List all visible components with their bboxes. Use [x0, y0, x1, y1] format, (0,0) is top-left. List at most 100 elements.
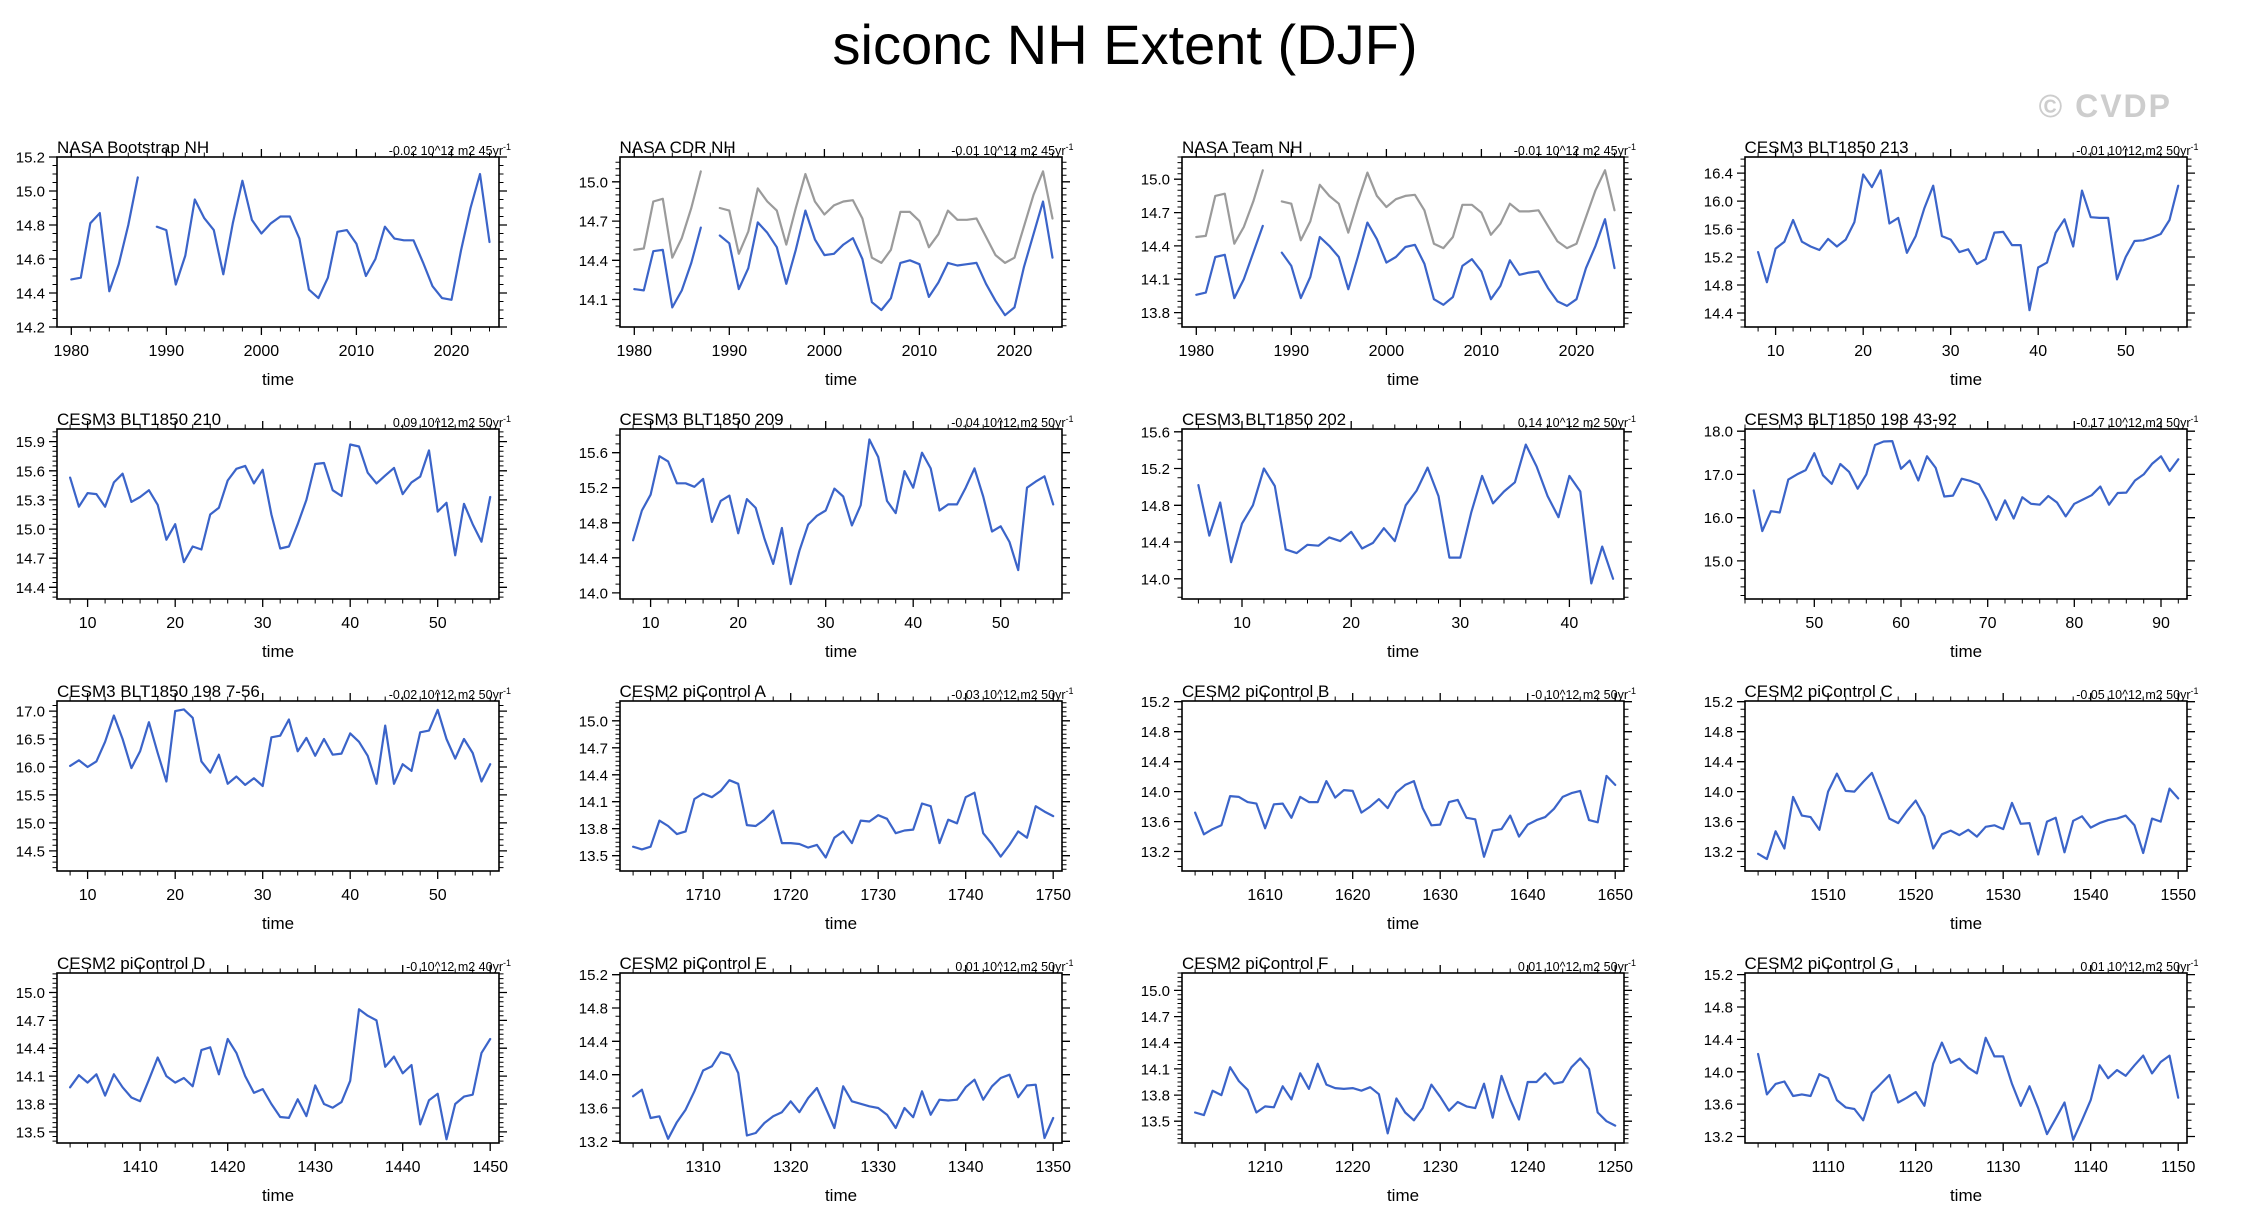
- x-tick-label: 1710: [685, 887, 721, 904]
- y-tick-label: 15.3: [16, 492, 45, 509]
- x-tick-label: 1550: [2160, 887, 2196, 904]
- panel-title: CESM3 BLT1850 202: [1182, 410, 1347, 429]
- x-tick-label: 1990: [149, 343, 185, 360]
- plot-frame: [1181, 700, 1625, 872]
- plot-frame: [1743, 700, 2188, 872]
- plot-svg: 14.2 14.4 14.6 14.8 15.0 15.2 1980 1990 2000 2010…: [16, 149, 507, 389]
- plot-frame: [56, 700, 500, 872]
- x-axis-label: time: [262, 642, 294, 661]
- y-tick-label: 14.7: [16, 551, 45, 568]
- x-axis-label: time: [1387, 1186, 1419, 1205]
- series-blue-line: [632, 200, 1054, 317]
- minor-ticks: [1177, 424, 1629, 604]
- panel-cesm3-blt1850-198-7-56: CESM3 BLT1850 198 7-56 -0.02 10^12 m2 50y…: [0, 679, 563, 951]
- y-tick-label: 14.7: [1141, 205, 1170, 222]
- minor-ticks: [1177, 696, 1629, 876]
- y-tick-label: 14.4: [16, 1041, 45, 1058]
- plot-svg: 14.0 14.4 14.8 15.2 15.6 10 20 30 40 50 time: [578, 421, 1070, 661]
- series-blue-line: [1195, 218, 1616, 307]
- x-axis-label: time: [1949, 1186, 1981, 1205]
- x-tick-label: 2010: [339, 343, 375, 360]
- minor-ticks: [1740, 696, 2191, 876]
- panel-cesm2-picontrol-f: CESM2 piControl F 0.01 10^12 m2 50yr-1 13.…: [1125, 951, 1688, 1223]
- y-tick-label: 14.2: [16, 320, 45, 337]
- x-tick-label: 1990: [1274, 343, 1310, 360]
- y-tick-label: 14.4: [578, 550, 607, 567]
- x-axis-label: time: [824, 370, 856, 389]
- x-axis-label: time: [1949, 642, 1981, 661]
- y-tick-label: 15.9: [16, 434, 45, 451]
- y-tick-label: 14.7: [16, 1013, 45, 1030]
- trend-label: -0.05 10^12 m2 50yr-1: [2076, 686, 2199, 703]
- x-tick-label: 80: [2065, 615, 2083, 632]
- y-tick-label: 15.2: [1141, 461, 1170, 478]
- major-ticks: [1174, 693, 1632, 879]
- x-tick-label: 20: [166, 615, 184, 632]
- x-tick-label: 30: [1941, 343, 1959, 360]
- y-tick-label: 13.8: [578, 821, 607, 838]
- y-tick-label: 14.1: [16, 1069, 45, 1086]
- x-tick-label: 1720: [772, 887, 808, 904]
- x-tick-label: 1410: [122, 1159, 158, 1176]
- series-blue-line: [1756, 1036, 2179, 1141]
- series-blue-line: [631, 438, 1054, 586]
- panel-title: NASA Bootstrap NH: [57, 138, 210, 157]
- y-tick-label: 15.2: [578, 480, 607, 497]
- y-tick-label: 15.0: [578, 174, 607, 191]
- series-blue-line: [69, 1008, 492, 1141]
- y-tick-label: 14.0: [1141, 571, 1170, 588]
- panel-title: CESM3 BLT1850 198 43-92: [1744, 410, 1957, 429]
- panel-nasa-team-nh: NASA Team NH -0.01 10^12 m2 45yr-1 13.8 14.…: [1125, 135, 1688, 407]
- x-tick-label: 30: [816, 615, 834, 632]
- y-tick-label: 14.5: [16, 843, 45, 860]
- x-axis-label: time: [1387, 914, 1419, 933]
- major-ticks: [49, 149, 507, 335]
- x-tick-label: 50: [2116, 343, 2134, 360]
- series-blue-line: [1756, 169, 2179, 312]
- panel-title: NASA CDR NH: [619, 138, 736, 157]
- y-tick-label: 14.4: [1141, 238, 1170, 255]
- x-tick-label: 1540: [2072, 887, 2108, 904]
- y-tick-label: 14.1: [1141, 1061, 1170, 1078]
- x-tick-label: 2020: [434, 343, 470, 360]
- y-tick-label: 16.0: [1703, 510, 1732, 527]
- x-axis-label: time: [824, 642, 856, 661]
- y-tick-label: 15.2: [1703, 694, 1732, 711]
- x-tick-label: 10: [79, 887, 97, 904]
- panel-cesm2-picontrol-g: CESM2 piControl G 0.01 10^12 m2 50yr-1 13.…: [1688, 951, 2250, 1223]
- panel-cesm2-picontrol-b: CESM2 piControl B -0 10^12 m2 50yr-1 13.2 1…: [1125, 679, 1688, 951]
- plot-frame: [618, 156, 1063, 328]
- x-tick-label: 1990: [711, 343, 747, 360]
- x-tick-label: 1730: [860, 887, 896, 904]
- series-blue-line: [1197, 443, 1615, 585]
- series-blue-line: [69, 708, 492, 788]
- x-tick-label: 2000: [244, 343, 280, 360]
- y-tick-label: 15.0: [16, 522, 45, 539]
- y-tick-label: 15.0: [578, 713, 607, 730]
- trend-label: -0.02 10^12 m2 45yr-1: [388, 142, 511, 159]
- major-ticks: [49, 965, 507, 1151]
- y-tick-label: 15.0: [16, 985, 45, 1002]
- x-tick-label: 1980: [1178, 343, 1214, 360]
- panel-nasa-bootstrap-nh: NASA Bootstrap NH -0.02 10^12 m2 45yr-1 14…: [0, 135, 563, 407]
- series-blue-line: [1194, 1057, 1617, 1135]
- x-tick-label: 1640: [1510, 887, 1546, 904]
- plot-svg: 13.5 13.8 14.1 14.4 14.7 15.0 1410 1420 1430 1440…: [16, 965, 508, 1205]
- y-tick-label: 14.0: [578, 585, 607, 602]
- minor-ticks: [615, 696, 1066, 876]
- y-tick-label: 13.2: [578, 1134, 607, 1151]
- y-tick-label: 16.0: [1703, 194, 1732, 211]
- panel-title: CESM2 piControl E: [619, 954, 767, 973]
- x-tick-label: 20: [729, 615, 747, 632]
- y-tick-label: 14.4: [1703, 754, 1732, 771]
- x-tick-label: 1750: [1035, 887, 1071, 904]
- y-tick-label: 14.8: [1141, 498, 1170, 515]
- panel-cesm2-picontrol-e: CESM2 piControl E 0.01 10^12 m2 50yr-1 13.…: [563, 951, 1126, 1223]
- x-tick-label: 1220: [1335, 1159, 1371, 1176]
- y-tick-label: 14.4: [16, 580, 45, 597]
- x-tick-label: 1620: [1335, 887, 1371, 904]
- trend-label: -0.01 10^12 m2 45yr-1: [1513, 142, 1636, 159]
- x-tick-label: 1740: [947, 887, 983, 904]
- y-tick-label: 13.5: [16, 1124, 45, 1141]
